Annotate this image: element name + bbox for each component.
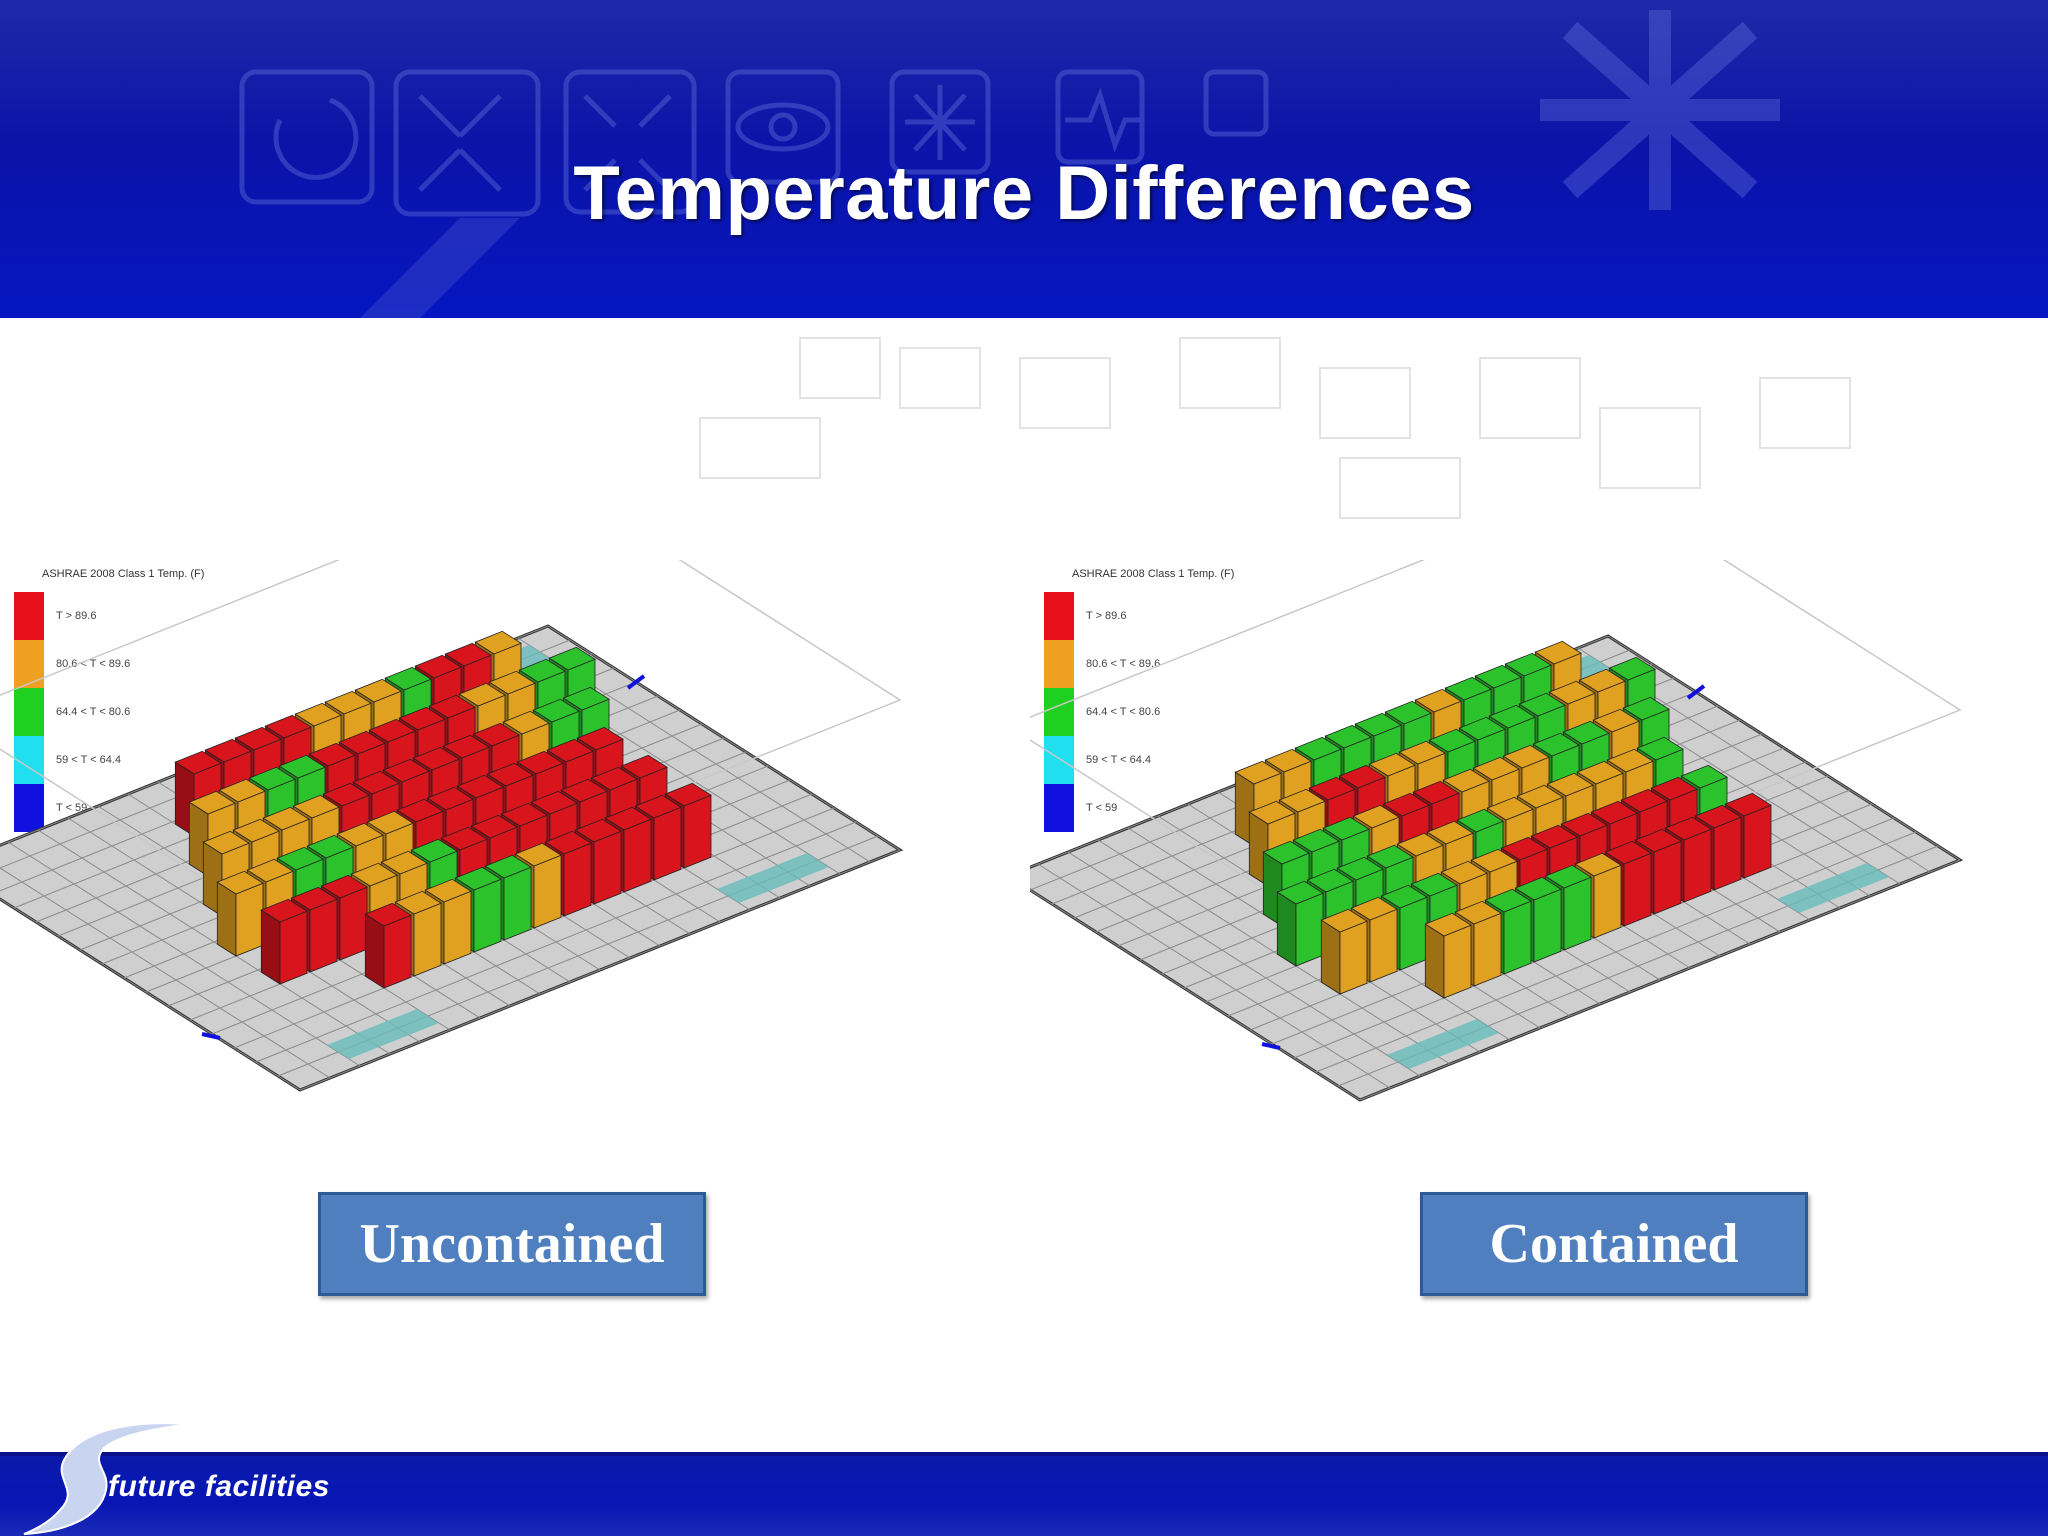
legend-swatch-orange bbox=[1044, 640, 1074, 688]
legend-swatch-blue bbox=[1044, 784, 1074, 832]
background-blueprint bbox=[699, 337, 1851, 519]
legend-label: T < 59 bbox=[1086, 802, 1118, 814]
legend-swatch-cyan bbox=[1044, 736, 1074, 784]
refresh-arrow bbox=[273, 97, 359, 180]
legend-swatch-blue bbox=[14, 784, 44, 832]
header-decorative-icons bbox=[239, 10, 1780, 318]
slide-footer bbox=[0, 1452, 2048, 1536]
legend-label: 80.6 < T < 89.6 bbox=[1086, 658, 1161, 670]
download-icon bbox=[1203, 69, 1269, 137]
snowflake-small-icon bbox=[889, 69, 991, 175]
legend-label: T > 89.6 bbox=[1086, 610, 1127, 622]
legend-swatch-red bbox=[14, 592, 44, 640]
datacenter-floor-uncontained bbox=[0, 560, 904, 1092]
pulse-icon bbox=[1055, 69, 1145, 165]
footer-divider bbox=[0, 1452, 2048, 1456]
contained-label: Contained bbox=[1420, 1192, 1808, 1296]
legend-label: 64.4 < T < 80.6 bbox=[56, 706, 131, 718]
compress-icon bbox=[393, 69, 541, 217]
refresh-icon bbox=[239, 69, 375, 205]
legend-title: ASHRAE 2008 Class 1 Temp. (F) bbox=[1072, 568, 1235, 580]
legend-swatch-green bbox=[14, 688, 44, 736]
legend-swatch-cyan bbox=[14, 736, 44, 784]
eye-icon bbox=[725, 69, 841, 185]
slide-header: Temperature Differences bbox=[0, 0, 2048, 318]
future-facilities-logo-icon bbox=[23, 1422, 191, 1535]
legend-swatch-red bbox=[1044, 592, 1074, 640]
legend-uncontained: ASHRAE 2008 Class 1 Temp. (F) T > 89.6 8… bbox=[14, 560, 274, 850]
legend-label: T < 59 bbox=[56, 802, 88, 814]
legend-label: 59 < T < 64.4 bbox=[1086, 754, 1152, 766]
legend-contained: ASHRAE 2008 Class 1 Temp. (F) T > 89.6 8… bbox=[1044, 560, 1304, 850]
expand-icon bbox=[563, 69, 697, 215]
footer-logo-text: future facilities bbox=[108, 1470, 330, 1503]
slide-title: Temperature Differences bbox=[573, 151, 1475, 236]
legend-title: ASHRAE 2008 Class 1 Temp. (F) bbox=[42, 568, 205, 580]
uncontained-panel: ASHRAE 2008 Class 1 Temp. (F) T > 89.6 8… bbox=[0, 560, 1000, 1140]
legend-swatch-green bbox=[1044, 688, 1074, 736]
contained-panel: ASHRAE 2008 Class 1 Temp. (F) T > 89.6 8… bbox=[1030, 560, 2030, 1140]
snowflake-large-icon bbox=[1540, 10, 1780, 210]
datacenter-floor-contained bbox=[1030, 560, 1964, 1102]
uncontained-label: Uncontained bbox=[318, 1192, 706, 1296]
legend-label: 64.4 < T < 80.6 bbox=[1086, 706, 1161, 718]
legend-label: T > 89.6 bbox=[56, 610, 97, 622]
legend-label: 80.6 < T < 89.6 bbox=[56, 658, 131, 670]
legend-label: 59 < T < 64.4 bbox=[56, 754, 122, 766]
